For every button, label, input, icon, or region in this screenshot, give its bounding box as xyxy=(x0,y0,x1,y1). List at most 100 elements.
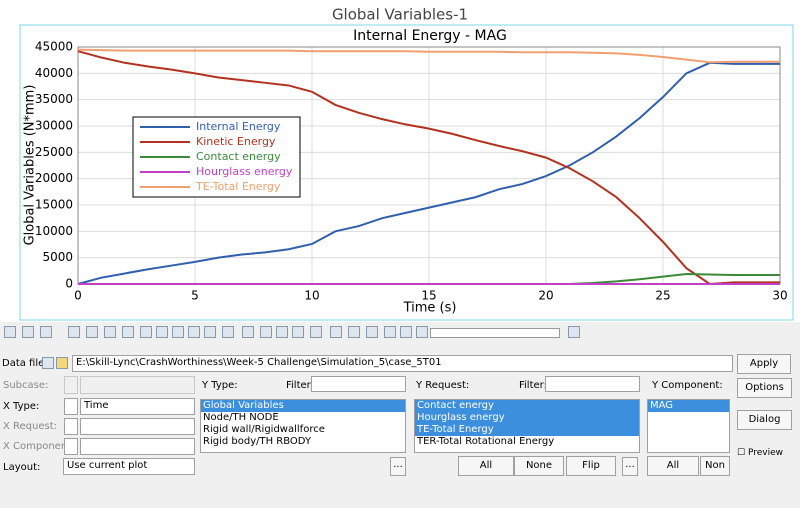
window-title: Global Variables-1 xyxy=(332,6,468,24)
legend-label: Contact energy xyxy=(196,150,281,163)
toolbar-icon[interactable] xyxy=(40,326,52,338)
chart: Global Variables-1 Internal Energy - MAG… xyxy=(0,0,800,322)
y-tick-label: 25000 xyxy=(35,145,73,159)
series-line xyxy=(77,61,780,285)
y-tick-label: 20000 xyxy=(35,171,73,185)
list-item[interactable]: Hourglass energy xyxy=(415,412,639,424)
apply-button[interactable]: Apply xyxy=(737,354,791,374)
toolbar-icon[interactable] xyxy=(416,326,428,338)
layout-label: Layout: xyxy=(3,462,41,473)
legend-label: TE-Total Energy xyxy=(195,180,281,193)
toolbar-icon[interactable] xyxy=(104,326,116,338)
toolbar-icon[interactable] xyxy=(348,326,360,338)
x-type-label: X Type: xyxy=(3,401,40,412)
y-tick-label: 10000 xyxy=(35,224,73,238)
toolbar-icon[interactable] xyxy=(204,326,216,338)
data-file-input[interactable]: E:\Skill-Lync\CrashWorthiness\Week-5 Cha… xyxy=(72,355,733,372)
filter-label: Filter: xyxy=(286,380,314,391)
y-tick-label: 40000 xyxy=(35,66,73,80)
toolbar-icon[interactable] xyxy=(568,326,580,338)
list-item[interactable]: Global Variables xyxy=(201,400,405,412)
x-request-select[interactable] xyxy=(80,418,195,435)
data-file-label: Data file: xyxy=(2,358,48,369)
toolbar-icon[interactable] xyxy=(86,326,98,338)
legend-label: Hourglass energy xyxy=(196,165,293,178)
legend-label: Internal Energy xyxy=(196,120,281,133)
x-tick-label: 30 xyxy=(772,289,787,303)
y-tick-label: 0 xyxy=(65,277,73,291)
toolbar-icon[interactable] xyxy=(4,326,16,338)
y-type-list[interactable]: Global Variables Node/TH NODE Rigid wall/R… xyxy=(200,399,406,453)
chart-title: Internal Energy - MAG xyxy=(353,28,507,44)
x-request-label: X Request: xyxy=(3,421,58,432)
all-button[interactable]: All xyxy=(647,456,699,476)
spinner xyxy=(64,376,78,394)
y-request-list[interactable]: Contact energy Hourglass energy TE-Total E… xyxy=(414,399,640,453)
y-type-label: Y Type: xyxy=(202,380,238,391)
animation-slider[interactable] xyxy=(430,328,560,338)
icon[interactable] xyxy=(42,357,54,369)
y-tick-label: 5000 xyxy=(42,250,73,264)
spinner[interactable] xyxy=(64,418,78,435)
toolbar-icon[interactable] xyxy=(68,326,80,338)
list-item[interactable]: Contact energy xyxy=(415,400,639,412)
x-type-select[interactable]: Time xyxy=(80,398,195,415)
more-button[interactable]: ... xyxy=(390,457,406,476)
y-request-filter[interactable] xyxy=(545,376,640,392)
toolbar-icon[interactable] xyxy=(260,326,272,338)
spinner[interactable] xyxy=(64,398,78,415)
y-type-filter[interactable] xyxy=(311,376,406,392)
y-tick-label: 35000 xyxy=(35,92,73,106)
layout-select[interactable]: Use current plot xyxy=(63,458,195,475)
toolbar-icon[interactable] xyxy=(310,326,322,338)
legend-label: Kinetic Energy xyxy=(196,135,276,148)
x-tick-label: 15 xyxy=(421,289,436,303)
none-button[interactable]: Non xyxy=(700,456,730,476)
toolbar-icon[interactable] xyxy=(400,326,412,338)
dialog-button[interactable]: Dialog xyxy=(737,410,792,430)
x-axis-label: Time (s) xyxy=(403,301,457,316)
plot-frame xyxy=(19,24,794,321)
toolbar-icon[interactable] xyxy=(140,326,152,338)
y-component-list[interactable]: MAG xyxy=(647,399,730,453)
toolbar-icon[interactable] xyxy=(292,326,304,338)
preview-label: Preview xyxy=(747,448,783,458)
subcase-label: Subcase: xyxy=(3,380,49,391)
options-button[interactable]: Options xyxy=(737,378,792,398)
toolbar-icon[interactable] xyxy=(330,326,342,338)
toolbar-icon[interactable] xyxy=(242,326,254,338)
flip-button[interactable]: Flip xyxy=(566,456,616,476)
x-tick-label: 5 xyxy=(191,289,199,303)
toolbar-icon[interactable] xyxy=(366,326,378,338)
y-component-label: Y Component: xyxy=(652,380,723,391)
toolbar-icon[interactable] xyxy=(156,326,168,338)
toolbar-icon[interactable] xyxy=(222,326,234,338)
y-tick-label: 15000 xyxy=(35,198,73,212)
filter-label: Filter: xyxy=(519,380,547,391)
x-tick-label: 20 xyxy=(538,289,553,303)
list-item[interactable]: Node/TH NODE xyxy=(203,412,279,423)
all-button[interactable]: All xyxy=(458,456,514,476)
spinner[interactable] xyxy=(64,438,78,455)
y-tick-label: 30000 xyxy=(35,119,73,133)
toolbar-icon[interactable] xyxy=(188,326,200,338)
toolbar-icon[interactable] xyxy=(22,326,34,338)
y-tick-label: 45000 xyxy=(35,40,73,54)
list-item[interactable]: MAG xyxy=(648,400,729,412)
list-item[interactable]: Rigid body/TH RBODY xyxy=(203,436,312,447)
toolbar-icon[interactable] xyxy=(172,326,184,338)
list-item[interactable]: TE-Total Energy xyxy=(415,424,639,436)
list-item[interactable]: TER-Total Rotational Energy xyxy=(417,436,555,447)
toolbar xyxy=(0,323,800,343)
toolbar-icon[interactable] xyxy=(276,326,288,338)
more-button[interactable]: ... xyxy=(622,457,638,476)
list-item[interactable]: Rigid wall/Rigidwallforce xyxy=(203,424,325,435)
x-component-select[interactable] xyxy=(80,438,195,455)
preview-checkbox[interactable]: ☐ Preview xyxy=(737,448,783,458)
toolbar-icon[interactable] xyxy=(384,326,396,338)
none-button[interactable]: None xyxy=(514,456,564,476)
toolbar-icon[interactable] xyxy=(122,326,134,338)
x-tick-label: 25 xyxy=(655,289,670,303)
x-component-label: X Component: xyxy=(3,441,75,452)
folder-icon[interactable] xyxy=(56,357,68,369)
